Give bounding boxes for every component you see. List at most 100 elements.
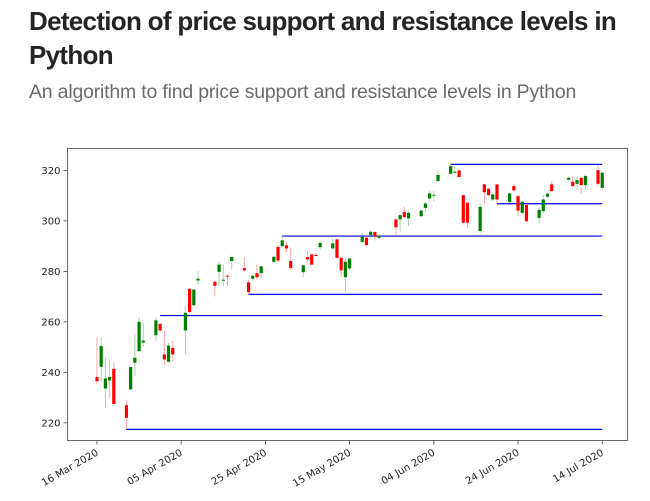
candle <box>537 207 541 224</box>
article-title: Detection of price support and resistanc… <box>29 6 617 70</box>
candle <box>221 264 225 287</box>
candle-body <box>166 345 171 362</box>
x-axis: 16 Mar 2020 05 Apr 2020 25 Apr 2020 15 May … <box>40 440 606 490</box>
candle-body <box>162 354 166 360</box>
candle <box>213 281 217 297</box>
candle <box>478 202 482 233</box>
candle-body <box>545 193 550 197</box>
candle-body <box>141 340 145 343</box>
candle-body <box>478 206 482 232</box>
candle <box>310 252 314 266</box>
candle-body <box>305 257 310 260</box>
candle <box>394 218 398 237</box>
candle-body <box>95 377 99 382</box>
candle <box>137 317 141 352</box>
candle-body <box>133 357 137 363</box>
candle <box>364 235 369 247</box>
candle-body <box>423 203 427 208</box>
candle-body <box>524 205 529 222</box>
candle-body <box>108 376 112 381</box>
x-tick-label: 05 Apr 2020 <box>126 448 185 488</box>
candle-body <box>259 266 263 274</box>
candle <box>242 257 246 272</box>
candle-body <box>154 320 158 336</box>
candle-body <box>394 219 398 228</box>
candle-body <box>465 202 470 223</box>
candle-body <box>583 176 587 186</box>
candle <box>406 211 411 226</box>
candle-body <box>230 257 234 262</box>
candles-layer <box>95 164 604 430</box>
candle-body <box>213 281 217 286</box>
x-tick-label: 25 Apr 2020 <box>210 448 269 488</box>
candle-body <box>314 255 318 257</box>
candle-body <box>457 170 461 178</box>
candle-body <box>137 321 141 352</box>
candle-body <box>571 181 575 187</box>
x-tick-label: 24 Jun 2020 <box>464 448 522 488</box>
candle-body <box>339 257 343 271</box>
candle-body <box>600 172 604 188</box>
candle-body <box>196 278 200 281</box>
candle-body <box>301 265 305 273</box>
x-tick-label: 16 Mar 2020 <box>40 448 100 489</box>
candle <box>246 279 251 295</box>
candle <box>276 244 280 262</box>
y-tick-label: 240 <box>41 368 60 379</box>
y-tick-label: 300 <box>41 216 60 227</box>
candle <box>112 362 116 407</box>
candle-body <box>449 166 453 174</box>
candle <box>129 367 133 390</box>
candle-body <box>453 171 457 173</box>
candle <box>284 241 289 253</box>
candle <box>141 322 145 348</box>
x-tick-label: 15 May 2020 <box>291 448 353 490</box>
candle-body <box>255 273 259 278</box>
article-subtitle: An algorithm to find price support and r… <box>29 81 577 103</box>
candle <box>398 213 402 232</box>
candle <box>162 330 166 366</box>
candle-body <box>276 246 280 261</box>
candle <box>124 400 129 430</box>
candle <box>259 266 263 279</box>
x-tick-label: 14 Jul 2020 <box>551 448 606 486</box>
candle-body <box>124 405 129 418</box>
candle <box>550 181 554 192</box>
candle <box>377 234 381 240</box>
candle <box>457 168 461 178</box>
candle <box>188 287 192 313</box>
candle <box>449 164 453 175</box>
candle <box>436 171 440 183</box>
candle <box>508 192 512 204</box>
candle <box>423 202 427 212</box>
candle-body <box>188 288 192 313</box>
candle <box>314 252 318 257</box>
plot-frame <box>67 148 628 441</box>
candle-body <box>183 312 187 331</box>
candle <box>428 191 432 202</box>
candle-body <box>486 188 491 196</box>
candle <box>108 359 112 398</box>
candle-body <box>335 239 339 258</box>
candle-body <box>579 177 583 186</box>
candle <box>154 317 158 342</box>
candle-body <box>251 275 255 279</box>
candle <box>217 261 221 287</box>
candle <box>331 238 335 250</box>
candle-body <box>272 256 276 262</box>
candle <box>491 192 495 201</box>
candle <box>571 176 575 188</box>
candle <box>432 191 436 202</box>
candle-body <box>566 177 571 180</box>
candle <box>133 333 137 377</box>
candle <box>166 342 171 363</box>
candle <box>103 357 107 408</box>
candle-body <box>508 193 512 203</box>
candle-body <box>512 186 516 191</box>
candle <box>251 275 255 281</box>
y-tick-label: 320 <box>41 166 60 177</box>
candle <box>95 337 99 385</box>
candle-body <box>112 368 116 404</box>
candle <box>280 236 284 248</box>
candle <box>158 322 162 333</box>
